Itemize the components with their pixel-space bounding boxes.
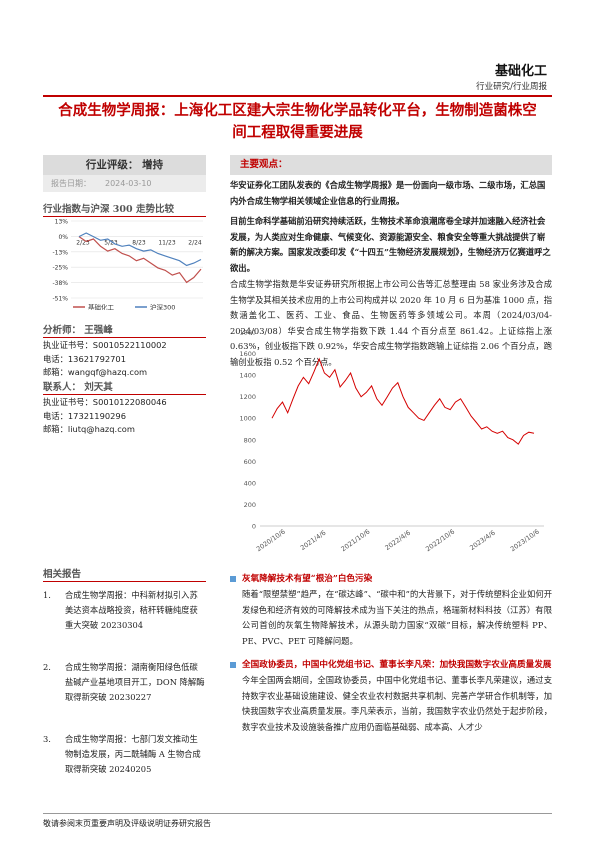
industry-rating: 行业评级： 增持 xyxy=(43,155,206,175)
y-tick-label: 800 xyxy=(244,436,256,444)
footer-divider xyxy=(43,813,552,814)
footer-disclaimer: 敬请参阅末页重要声明及评级说明证券研究报告 xyxy=(43,819,211,828)
related-report-num: 1. xyxy=(43,590,51,600)
related-reports-heading: 相关报告 xyxy=(43,569,82,580)
section-divider xyxy=(43,581,206,583)
y-tick-label: 0 xyxy=(252,523,256,531)
y-tick-label: -13% xyxy=(52,249,68,256)
x-tick-label: 2/23 xyxy=(76,240,90,247)
y-tick-label: -25% xyxy=(52,265,68,272)
legend-label: 沪深300 xyxy=(150,303,175,311)
phone-label: 电话： xyxy=(43,353,68,364)
bullet-icon xyxy=(230,661,236,668)
x-tick-label: 2023/10/6 xyxy=(509,528,541,554)
phone-label: 电话： xyxy=(43,410,68,421)
y-tick-label: 1000 xyxy=(239,415,256,423)
y-tick-label: 13% xyxy=(55,219,69,226)
y-tick-label: 1800 xyxy=(239,329,256,337)
analyst-info: 执业证书号：S0010522110002 电话：13621792701 邮箱：w… xyxy=(43,339,213,380)
y-tick-label: 400 xyxy=(244,479,256,487)
series-line-sector xyxy=(78,236,202,284)
contact-phone: 17321190296 xyxy=(67,410,126,421)
license-label: 执业证书号： xyxy=(43,340,93,350)
related-report-item[interactable]: 3. 合成生物学周报：七部门发文推动生物制造发展，丙二酰辅酶 A 生物合成取得新… xyxy=(43,732,206,777)
x-tick-label: 2020/10/6 xyxy=(255,528,287,554)
email-label: 邮箱： xyxy=(43,424,68,434)
y-tick-label: 600 xyxy=(244,458,256,466)
analyst-phone: 13621792701 xyxy=(67,353,126,364)
section-divider xyxy=(43,216,206,218)
contact-email[interactable]: liutq@hazq.com xyxy=(67,424,135,434)
news-title: 灰氧降解技术有望“根治”白色污染 xyxy=(230,572,552,587)
news-body: 随着“限塑禁塑”趋严，在“碳达峰”、“碳中和”的大背景下，对于传统塑料企业如何开… xyxy=(242,589,552,646)
key-points-label: 主要观点： xyxy=(230,155,552,175)
news-title: 全国政协委员，中国中化党组书记、董事长李凡荣：加快我国数字农业高质量发展 xyxy=(230,658,552,673)
header-divider xyxy=(43,95,552,97)
section-divider xyxy=(43,394,206,396)
news-item: 灰氧降解技术有望“根治”白色污染 随着“限塑禁塑”趋严，在“碳达峰”、“碳中和”… xyxy=(230,572,552,649)
index-summary: 合成生物学指数是华安证券研究所根据上市公司公告等汇总整理由 58 家业务涉及合成… xyxy=(230,279,552,367)
related-report-num: 2. xyxy=(43,662,51,672)
x-tick-label: 11/23 xyxy=(158,240,175,247)
y-tick-label: 1600 xyxy=(239,350,256,358)
x-tick-label: 8/23 xyxy=(132,240,146,247)
x-tick-label: 2/24 xyxy=(188,240,202,247)
news-body: 今年全国两会期间，全国政协委员，中国中化党组书记、董事长李凡荣建议，通过支持数字… xyxy=(242,675,552,732)
y-tick-label: -38% xyxy=(52,280,68,287)
x-tick-label: 2021/10/6 xyxy=(340,528,372,554)
email-label: 邮箱： xyxy=(43,367,68,377)
contact-heading: 联系人： 刘天其 xyxy=(43,382,113,393)
related-report-text: 合成生物学周报：中科新材拟引入苏美达资本战略投资，秸秆转糖纯度获重大突破 202… xyxy=(65,590,198,630)
contact-info: 执业证书号：S0010122080046 电话：17321190296 邮箱：l… xyxy=(43,396,213,437)
x-tick-label: 2021/4/6 xyxy=(299,529,328,552)
related-report-item[interactable]: 2. 合成生物学周报：湖南衡阳绿色低碳盐碱产业基地项目开工，DON 降解酶取得新… xyxy=(43,660,206,705)
x-tick-label: 2023/4/6 xyxy=(468,529,497,552)
sector-title: 基础化工 xyxy=(494,64,547,79)
related-report-item[interactable]: 1. 合成生物学周报：中科新材拟引入苏美达资本战略投资，秸秆转糖纯度获重大突破 … xyxy=(43,588,206,633)
analyst-email[interactable]: wangqf@hazq.com xyxy=(67,367,148,377)
report-date: 报告日期： 2024-03-10 xyxy=(43,175,206,192)
y-tick-label: 0% xyxy=(58,234,68,241)
y-tick-label: -51% xyxy=(52,296,68,303)
index-comparison-chart: 13% 0% -13% -25% -38% -51% 2/23 5/23 8/23 11/23 2/… xyxy=(52,219,203,311)
x-tick-label: 5/23 xyxy=(104,240,118,247)
report-date-value: 2024-03-10 xyxy=(105,179,152,188)
section-divider xyxy=(43,337,206,339)
series-line-synbio-index xyxy=(271,357,535,445)
report-title: 合成生物学周报：上海化工区建大宗生物化学品转化平台，生物制造菌株空间工程取得重要… xyxy=(58,102,537,141)
series-line-hs300 xyxy=(78,232,202,267)
y-tick-label: 1400 xyxy=(239,372,256,380)
key-point-background: 目前生命科学基础前沿研究持续活跃，生物技术革命浪潮席卷全球并加速融入经济社会发展… xyxy=(230,216,551,273)
license-label: 执业证书号： xyxy=(43,397,93,407)
analyst-heading: 分析师： 王强峰 xyxy=(43,325,113,336)
x-tick-label: 2022/4/6 xyxy=(384,529,413,552)
bullet-icon xyxy=(230,575,236,582)
report-type: 行业研究/行业周报 xyxy=(476,82,547,92)
synbio-index-chart: 0 200 400 600 800 1000 1200 1400 1600 1800 2020/10… xyxy=(239,329,544,554)
key-point-intro: 华安证券化工团队发表的《合成生物学周报》是一份面向一级市场、二级市场，汇总国内外… xyxy=(230,180,546,206)
related-report-text: 合成生物学周报：七部门发文推动生物制造发展，丙二酰辅酶 A 生物合成取得新突破 … xyxy=(65,734,201,774)
news-item: 全国政协委员，中国中化党组书记、董事长李凡荣：加快我国数字农业高质量发展 今年全… xyxy=(230,658,552,735)
y-tick-label: 200 xyxy=(244,501,256,509)
contact-license: S0010122080046 xyxy=(92,397,167,407)
analyst-license: S0010522110002 xyxy=(92,340,167,350)
x-tick-label: 2022/10/6 xyxy=(424,528,456,554)
y-tick-label: 1200 xyxy=(239,393,256,401)
legend-label: 基础化工 xyxy=(88,303,115,311)
related-report-text: 合成生物学周报：湖南衡阳绿色低碳盐碱产业基地项目开工，DON 降解酶取得新突破 … xyxy=(65,662,205,702)
report-date-label: 报告日期： xyxy=(51,179,91,188)
related-report-num: 3. xyxy=(43,734,51,744)
index-chart-heading: 行业指数与沪深 300 走势比较 xyxy=(43,204,174,215)
